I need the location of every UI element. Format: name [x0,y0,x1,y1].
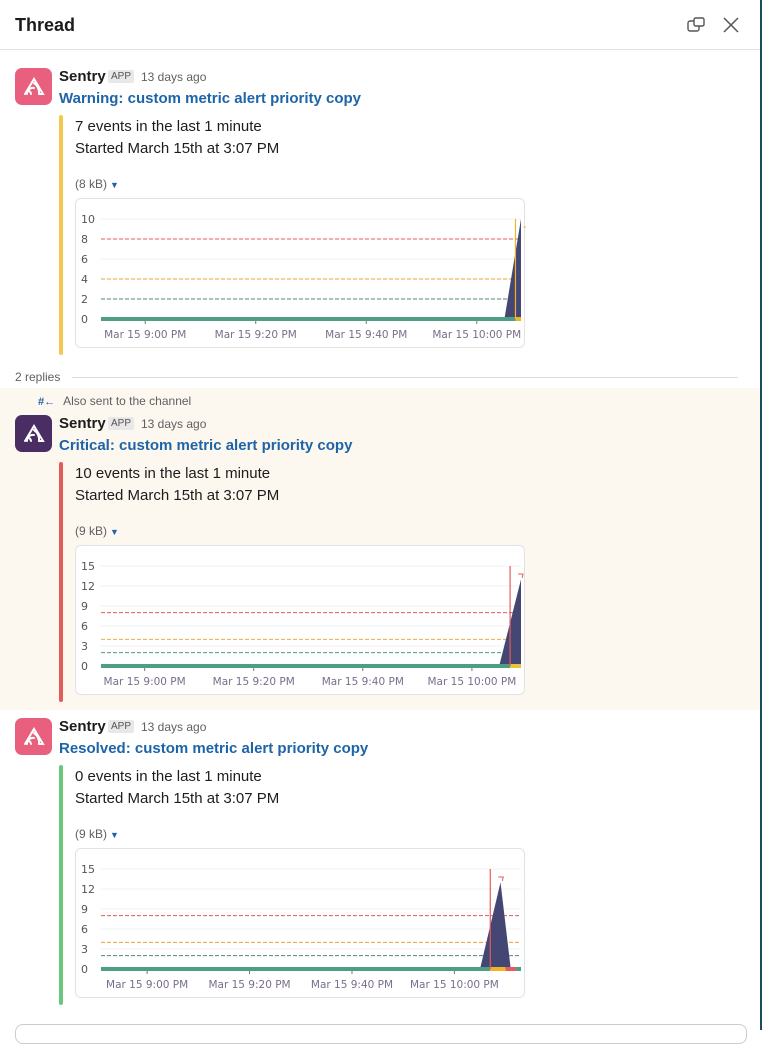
x-tick-label: Mar 15 10:00 PM [427,676,516,688]
alert-title-link[interactable]: Critical: custom metric alert priority c… [59,437,353,454]
y-tick-label: 6 [81,253,88,266]
x-tick-label: Mar 15 9:00 PM [104,676,186,688]
image-size-toggle[interactable]: (9 kB) ▼ [75,827,119,841]
replies-count: 2 replies [15,370,61,384]
sentry-avatar[interactable] [15,718,52,755]
image-size: (9 kB) [75,827,108,841]
scrollbar[interactable] [760,0,762,1030]
app-badge: APP [108,720,135,733]
y-tick-label: 12 [81,580,95,593]
y-tick-label: 4 [81,273,88,286]
event-count: 0 events in the last 1 minute [75,768,262,785]
x-tick-label: Mar 15 9:20 PM [208,979,290,991]
sender-name[interactable]: Sentry [59,68,106,85]
x-tick-label: Mar 15 9:40 PM [325,329,407,341]
alert-chart[interactable]: 0 2 4 6 8 10 Mar 15 9:00 PM Mar 15 9:20 PM Mar 1… [75,198,530,348]
y-tick-label: 8 [81,233,88,246]
popout-icon[interactable] [685,14,707,36]
x-tick-label: Mar 15 9:40 PM [311,979,393,991]
y-tick-label: 6 [81,620,88,633]
sender-name[interactable]: Sentry [59,718,106,735]
status-segment [101,664,511,668]
x-tick-label: Mar 15 10:00 PM [410,979,499,991]
thread-header: Thread [0,0,762,50]
sentry-avatar[interactable] [15,68,52,105]
status-segment [505,967,516,971]
event-count: 7 events in the last 1 minute [75,118,262,135]
y-tick-label: 0 [81,660,88,673]
caret-down-icon: ▼ [110,527,119,537]
x-tick-label: Mar 15 9:20 PM [215,329,297,341]
image-size-toggle[interactable]: (9 kB) ▼ [75,524,119,538]
y-tick-label: 0 [81,313,88,326]
timestamp[interactable]: 13 days ago [141,720,207,734]
channel-icon: #← [38,396,56,408]
close-icon[interactable] [720,14,742,36]
alert-title-link[interactable]: Resolved: custom metric alert priority c… [59,740,369,757]
started-time: Started March 15th at 3:07 PM [75,487,280,504]
status-segment [101,967,491,971]
event-area [480,882,511,969]
started-time: Started March 15th at 3:07 PM [75,790,280,807]
alert-flag-icon [523,226,530,232]
image-size: (9 kB) [75,524,108,538]
started-time: Started March 15th at 3:07 PM [75,140,280,157]
also-sent-text: Also sent to the channel [63,394,192,408]
y-tick-label: 12 [81,883,95,896]
x-tick-label: Mar 15 9:00 PM [104,329,186,341]
status-segment [490,967,506,971]
event-area [499,579,521,666]
alert-flag-icon [498,876,504,882]
image-size-toggle[interactable]: (8 kB) ▼ [75,177,119,191]
y-tick-label: 0 [81,963,88,976]
app-badge: APP [108,417,135,430]
attachment-color-bar [59,765,63,1005]
y-tick-label: 9 [81,903,88,916]
y-tick-label: 2 [81,293,88,306]
divider [72,377,738,378]
y-tick-label: 3 [81,943,88,956]
x-tick-label: Mar 15 9:40 PM [322,676,404,688]
event-area [504,219,521,319]
caret-down-icon: ▼ [110,830,119,840]
timestamp[interactable]: 13 days ago [141,70,207,84]
status-segment [510,664,521,668]
y-tick-label: 15 [81,560,95,573]
also-sent-label: #← Also sent to the channel [38,394,191,408]
y-tick-label: 9 [81,600,88,613]
app-badge: APP [108,70,135,83]
alert-title-link[interactable]: Warning: custom metric alert priority co… [59,90,361,107]
x-tick-label: Mar 15 9:00 PM [106,979,188,991]
alert-flag-icon [518,573,524,579]
x-tick-label: Mar 15 9:20 PM [213,676,295,688]
y-tick-label: 3 [81,640,88,653]
attachment-color-bar [59,115,63,355]
attachment-color-bar [59,462,63,702]
alert-chart[interactable]: 0 3 6 9 12 15 Mar 15 9:00 PM Mar 15 9:20 PM Mar … [75,545,525,695]
x-tick-label: Mar 15 10:00 PM [432,329,521,341]
sentry-avatar[interactable] [15,415,52,452]
event-count: 10 events in the last 1 minute [75,465,271,482]
message-composer[interactable] [15,1024,747,1044]
sender-name[interactable]: Sentry [59,415,106,432]
status-segment [515,967,521,971]
y-tick-label: 6 [81,923,88,936]
y-tick-label: 15 [81,863,95,876]
status-segment [515,317,521,321]
alert-chart[interactable]: 0 3 6 9 12 15 Mar 15 9:00 PM Mar 15 9:20 PM Mar … [75,848,525,998]
y-tick-label: 10 [81,213,95,226]
thread-title: Thread [15,15,76,35]
image-size: (8 kB) [75,177,108,191]
timestamp[interactable]: 13 days ago [141,417,207,431]
caret-down-icon: ▼ [110,180,119,190]
status-segment [101,317,516,321]
